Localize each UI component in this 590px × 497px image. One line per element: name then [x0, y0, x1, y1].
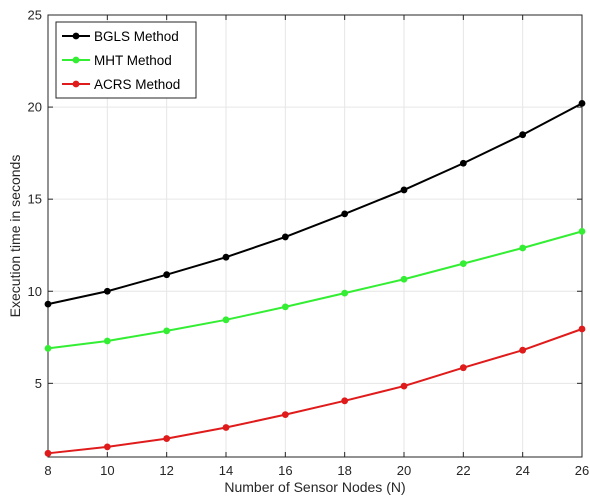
data-point — [579, 326, 586, 333]
y-tick-label: 15 — [28, 192, 42, 207]
data-point — [104, 288, 111, 295]
data-point — [282, 411, 289, 418]
legend: BGLS Method MHT Method ACRS Method — [56, 22, 196, 98]
y-axis-label: Execution time in seconds — [7, 155, 23, 318]
data-point — [579, 100, 586, 107]
x-tick-label: 20 — [397, 463, 411, 478]
data-point — [45, 301, 52, 308]
data-point — [223, 316, 230, 323]
x-tick-label: 26 — [575, 463, 589, 478]
data-point — [163, 327, 170, 334]
data-point — [579, 228, 586, 235]
data-point — [282, 234, 289, 241]
data-point — [45, 345, 52, 352]
data-point — [519, 131, 526, 138]
data-point — [460, 260, 467, 267]
data-point — [401, 187, 408, 194]
legend-label: MHT Method — [94, 53, 172, 68]
data-point — [104, 338, 111, 345]
data-point — [401, 276, 408, 283]
x-tick-label: 10 — [100, 463, 114, 478]
data-point — [341, 290, 348, 297]
x-tick-label: 12 — [159, 463, 173, 478]
y-tick-label: 10 — [28, 284, 42, 299]
data-point — [223, 254, 230, 261]
data-point — [401, 383, 408, 390]
legend-marker — [73, 57, 80, 64]
legend-label: ACRS Method — [94, 77, 180, 92]
data-point — [341, 211, 348, 218]
data-point — [163, 271, 170, 278]
data-point — [519, 245, 526, 252]
data-point — [341, 397, 348, 404]
x-tick-label: 18 — [337, 463, 351, 478]
data-point — [460, 364, 467, 371]
legend-marker — [73, 33, 80, 40]
x-tick-label: 8 — [44, 463, 51, 478]
legend-marker — [73, 81, 80, 88]
data-point — [104, 443, 111, 450]
x-axis-label: Number of Sensor Nodes (N) — [224, 479, 405, 495]
y-tick-label: 25 — [28, 8, 42, 23]
legend-label: BGLS Method — [94, 29, 179, 44]
y-tick-label: 20 — [28, 100, 42, 115]
data-point — [223, 424, 230, 431]
x-tick-label: 14 — [219, 463, 233, 478]
x-tick-label: 22 — [456, 463, 470, 478]
data-point — [45, 450, 52, 457]
data-point — [282, 304, 289, 311]
data-point — [519, 347, 526, 354]
x-tick-label: 24 — [515, 463, 529, 478]
y-tick-label: 5 — [35, 376, 42, 391]
x-tick-label: 16 — [278, 463, 292, 478]
data-point — [460, 160, 467, 167]
data-point — [163, 435, 170, 442]
